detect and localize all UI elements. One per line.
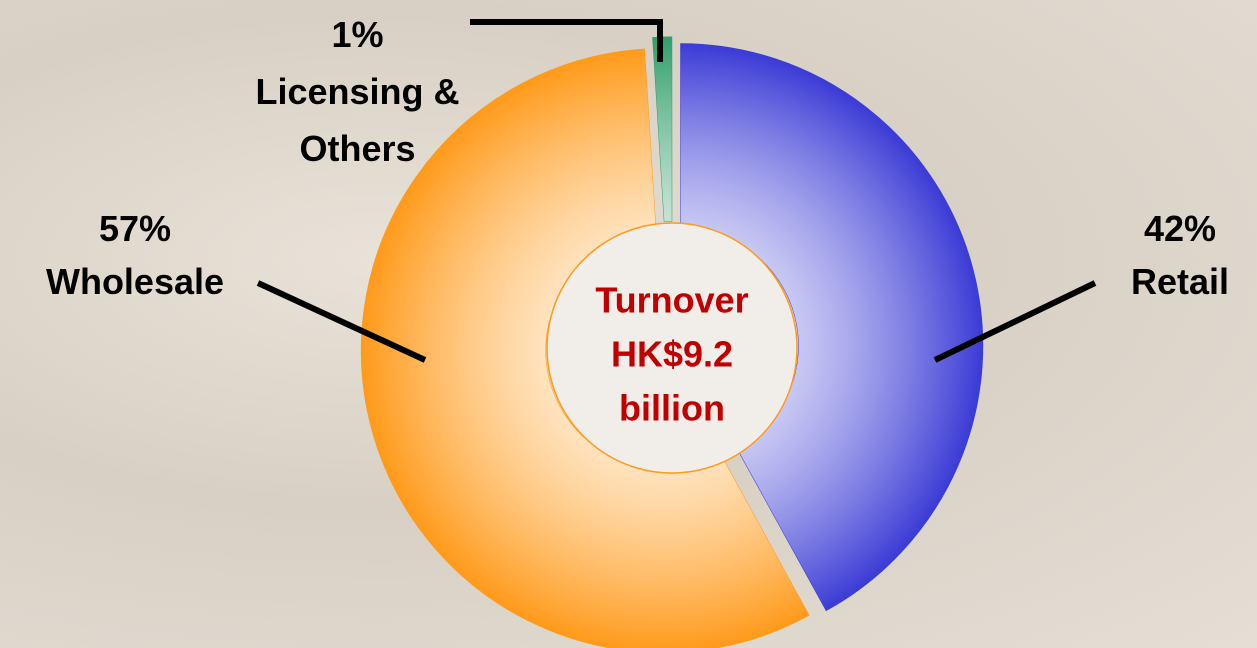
slice-shade	[680, 43, 983, 611]
leader-line	[470, 19, 663, 62]
donut-hole	[546, 222, 798, 474]
center-label: Turnover	[595, 280, 748, 321]
center-label: HK$9.2	[611, 334, 733, 375]
leader-line	[933, 280, 1097, 363]
value-label: 57%	[98, 208, 172, 249]
value-label: 1%	[331, 14, 384, 55]
slice-label: 42% Retail	[1105, 202, 1255, 308]
slice-label: 57% Wholesale	[15, 202, 255, 308]
slice-shade	[652, 37, 672, 222]
center-label: billion	[619, 388, 725, 429]
category-label: Wholesale	[45, 261, 225, 302]
slice-label: 1% Licensing & Others	[225, 6, 490, 177]
category-label: Retail	[1130, 261, 1230, 302]
value-label: 42%	[1143, 208, 1217, 249]
slice-shade	[361, 49, 809, 648]
category-label: Licensing & Others	[255, 71, 460, 169]
leader-line	[256, 280, 427, 363]
